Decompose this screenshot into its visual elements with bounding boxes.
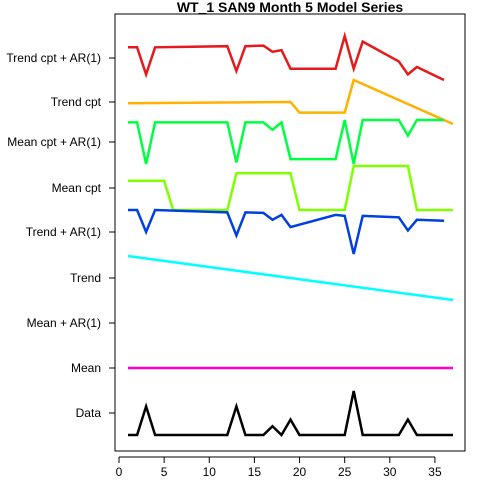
series-line-trend-cpt [127,78,454,126]
series-line-mean-cpt [128,164,453,212]
chart-title: WT_1 SAN9 Month 5 Model Series [177,0,404,15]
series-line-mean-cpt-ar-1 [128,118,444,165]
series-label-trend-cpt-ar-1: Trend cpt + AR(1) [6,51,101,65]
x-tick-label-30: 30 [383,465,397,479]
series-line-data [128,390,453,438]
series-label-mean-ar-1: Mean + AR(1) [27,316,101,330]
series-label-trend-ar-1: Trend + AR(1) [26,225,101,239]
series-line-trend [127,254,454,302]
series-line-trend-cpt-ar-1 [128,31,445,82]
series-label-trend: Trend [70,271,101,285]
series-label-data: Data [76,406,102,420]
series-label-mean-cpt: Mean cpt [52,181,102,195]
series-label-layer: Trend cpt + AR(1) Trend cpt Mean cpt + AR(… [6,51,115,420]
x-tick-label-0: 0 [116,465,123,479]
series-label-mean-cpt-ar-1: Mean cpt + AR(1) [7,135,101,149]
x-tick-label-25: 25 [338,465,352,479]
series-layer [127,31,454,438]
series-label-mean: Mean [71,361,101,375]
x-tick-label-35: 35 [428,465,442,479]
x-tick-label-10: 10 [203,465,217,479]
x-tick-label-15: 15 [248,465,262,479]
series-label-trend-cpt: Trend cpt [51,95,102,109]
x-tick-label-5: 5 [161,465,168,479]
series-line-trend-ar-1 [128,208,445,255]
x-tick-label-20: 20 [293,465,307,479]
x-axis: 0 5 10 15 20 25 30 35 [116,456,442,479]
